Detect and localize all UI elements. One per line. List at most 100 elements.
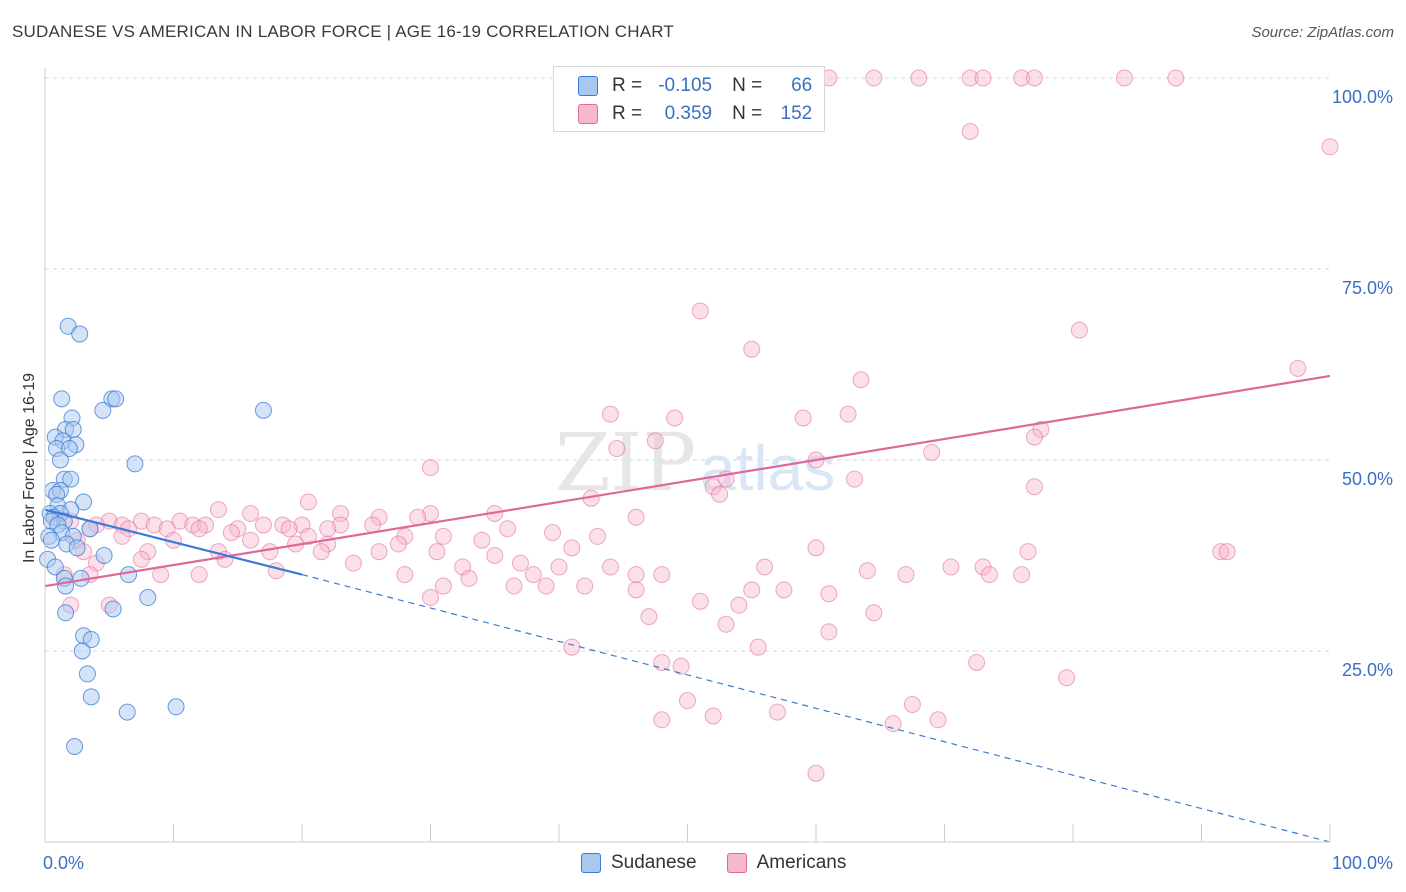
american-point <box>756 558 774 576</box>
american-point <box>961 69 979 87</box>
american-point <box>1058 669 1076 687</box>
american-point <box>1025 69 1043 87</box>
american-point <box>601 558 619 576</box>
series-legend-sudanese[interactable]: Sudanese <box>581 852 697 874</box>
sudanese-point <box>46 558 64 576</box>
american-point <box>968 653 986 671</box>
series-legend-americans[interactable]: Americans <box>726 852 847 874</box>
american-point <box>319 520 337 538</box>
sudanese-point <box>118 703 136 721</box>
american-point <box>794 409 812 427</box>
american-point <box>132 550 150 568</box>
sudanese-point <box>120 566 138 584</box>
american-point <box>145 516 163 534</box>
legend-n-label: N = <box>732 103 763 124</box>
american-point <box>858 562 876 580</box>
american-point <box>627 508 645 526</box>
american-point <box>730 596 748 614</box>
trend-layer <box>44 374 1331 843</box>
sudanese-point <box>60 440 78 458</box>
sudanese-point <box>62 470 80 488</box>
american-point <box>1321 138 1339 156</box>
legend-row-americans: R = 0.359 N = 152 <box>578 101 812 127</box>
american-point <box>672 657 690 675</box>
american-point <box>280 520 298 538</box>
y-tick-label: 50.0% <box>1342 469 1393 489</box>
american-point <box>884 715 902 733</box>
american-point <box>1019 543 1037 561</box>
correlation-legend: R = -0.105 N = 66 R = 0.359 N = 152 <box>553 66 825 132</box>
legend-n-value: 152 <box>780 103 813 124</box>
american-point <box>344 554 362 572</box>
american-point <box>370 543 388 561</box>
americans-points <box>55 69 1339 782</box>
american-point <box>768 703 786 721</box>
sudanese-point <box>95 547 113 564</box>
american-point <box>807 539 825 557</box>
sudanese-trendline-extension <box>301 574 1331 843</box>
american-point <box>434 527 452 545</box>
american-point <box>209 501 227 519</box>
y-axis-label: In Labor Force | Age 16-19 <box>21 372 38 564</box>
american-point <box>389 535 407 553</box>
legend-r-value: -0.105 <box>658 75 713 96</box>
american-point <box>820 623 838 641</box>
american-point <box>190 566 208 584</box>
american-point <box>422 459 439 477</box>
series-swatch-sudanese <box>581 853 601 873</box>
american-point <box>550 558 568 576</box>
american-point <box>1289 359 1307 377</box>
american-point <box>852 371 870 389</box>
watermark-layer: ZIPatlas <box>555 416 835 509</box>
american-point <box>1013 69 1031 87</box>
american-point <box>608 440 626 458</box>
american-point <box>332 516 350 534</box>
series-label-americans: Americans <box>756 852 847 873</box>
legend-n-value: 66 <box>791 75 813 96</box>
american-point <box>974 69 992 87</box>
sudanese-point <box>82 688 100 706</box>
american-point <box>409 508 427 526</box>
american-point <box>1025 478 1043 496</box>
american-point <box>820 585 838 603</box>
sudanese-point <box>51 451 69 469</box>
y-tick-label: 75.0% <box>1342 278 1393 298</box>
american-point <box>537 577 555 595</box>
american-point <box>749 638 767 656</box>
sudanese-point <box>57 604 75 622</box>
american-point <box>563 638 581 656</box>
american-point <box>460 569 478 587</box>
american-point <box>511 554 529 572</box>
american-point <box>717 615 735 633</box>
american-point <box>396 566 414 584</box>
series-legend: Sudanese Americans <box>581 852 876 874</box>
american-point <box>242 531 260 549</box>
american-point <box>1013 566 1031 584</box>
american-point <box>261 543 279 561</box>
american-point <box>486 547 504 564</box>
sudanese-point <box>82 631 100 649</box>
american-point <box>1115 69 1133 87</box>
american-point <box>865 69 883 87</box>
series-label-sudanese: Sudanese <box>611 852 697 873</box>
american-point <box>190 520 208 538</box>
sudanese-point <box>73 642 91 660</box>
american-point <box>299 527 317 545</box>
american-point <box>254 516 272 534</box>
y-tick-label: 100.0% <box>1332 87 1393 107</box>
american-point <box>505 577 523 595</box>
american-point <box>646 432 664 450</box>
sudanese-point <box>78 665 96 683</box>
sudanese-point <box>94 401 112 419</box>
american-point <box>589 527 607 545</box>
american-point <box>434 577 452 595</box>
x-tick-label-max: 100.0% <box>1332 853 1393 873</box>
american-point <box>640 608 658 626</box>
sudanese-point <box>57 577 75 595</box>
legend-r-label: R = <box>612 103 643 124</box>
american-point <box>903 695 921 713</box>
american-point <box>653 711 671 729</box>
legend-n-label: N = <box>732 75 763 96</box>
american-point <box>576 577 594 595</box>
